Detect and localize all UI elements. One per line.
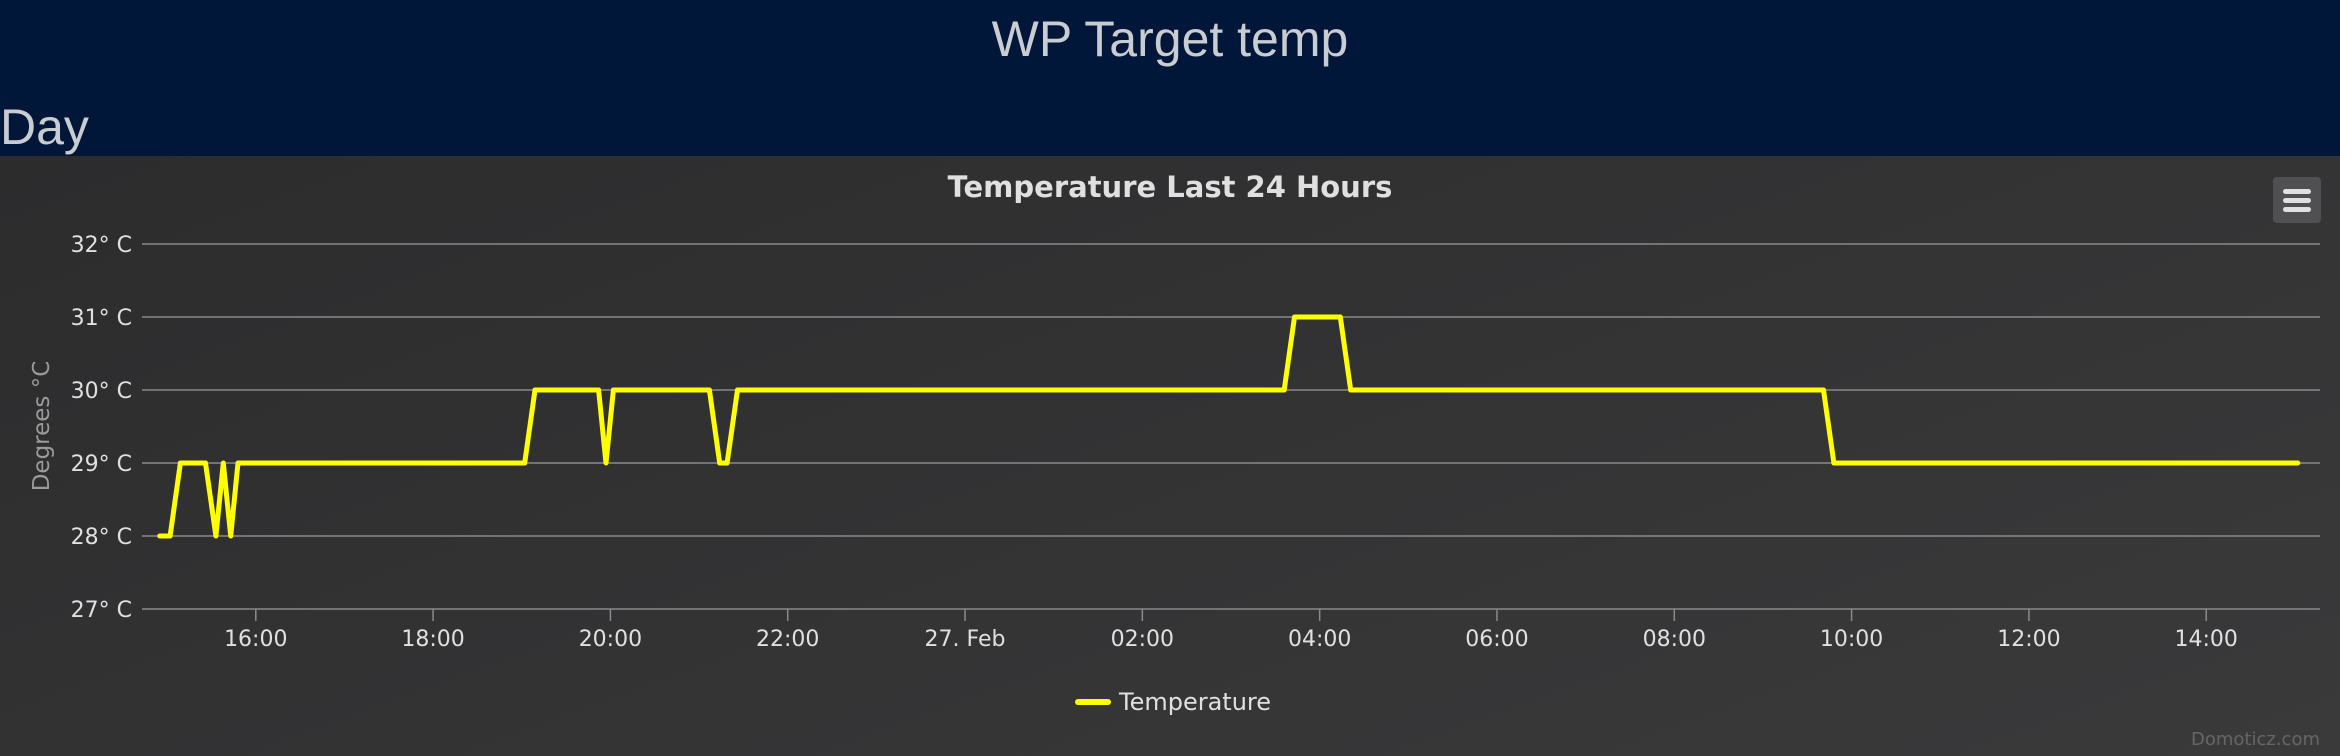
x-tick-label: 20:00	[579, 627, 642, 652]
temperature-chart: Temperature Last 24 Hours 27° C 28° C 29° …	[29, 170, 2320, 716]
x-tick-label: 18:00	[401, 627, 464, 652]
x-tick-label: 27. Feb	[925, 627, 1006, 652]
device-title: WP Target temp	[991, 11, 1349, 67]
y-tick-label: 30° C	[71, 379, 132, 404]
x-tick-label: 22:00	[756, 627, 819, 652]
y-tick-label: 27° C	[71, 598, 132, 623]
x-tick-label: 04:00	[1288, 627, 1351, 652]
x-tick-label: 08:00	[1643, 627, 1706, 652]
y-tick-label: 31° C	[71, 306, 132, 331]
y-axis-label: Degrees °C	[29, 361, 55, 492]
x-tick-label: 02:00	[1111, 627, 1174, 652]
x-tick-label: 14:00	[2175, 627, 2238, 652]
x-tick-label: 06:00	[1465, 627, 1528, 652]
section-label: Day	[0, 99, 89, 155]
x-tick-label: 10:00	[1820, 627, 1883, 652]
y-tick-label: 32° C	[71, 233, 132, 258]
series-line-temperature[interactable]	[157, 314, 2301, 539]
credit-link[interactable]: Domoticz.com	[2191, 729, 2320, 750]
legend-item-temperature[interactable]: Temperature	[1118, 688, 1271, 716]
page-header: WP Target temp Day	[0, 0, 2340, 156]
y-tick-label: 29° C	[71, 452, 132, 477]
chart-menu-button[interactable]	[2273, 177, 2321, 223]
y-tick-label: 28° C	[71, 525, 132, 550]
x-tick-label: 16:00	[224, 627, 287, 652]
x-tick-label: 12:00	[1997, 627, 2060, 652]
chart-panel: Temperature Last 24 Hours 27° C 28° C 29° …	[0, 156, 2340, 756]
chart-title: Temperature Last 24 Hours	[948, 170, 1393, 204]
